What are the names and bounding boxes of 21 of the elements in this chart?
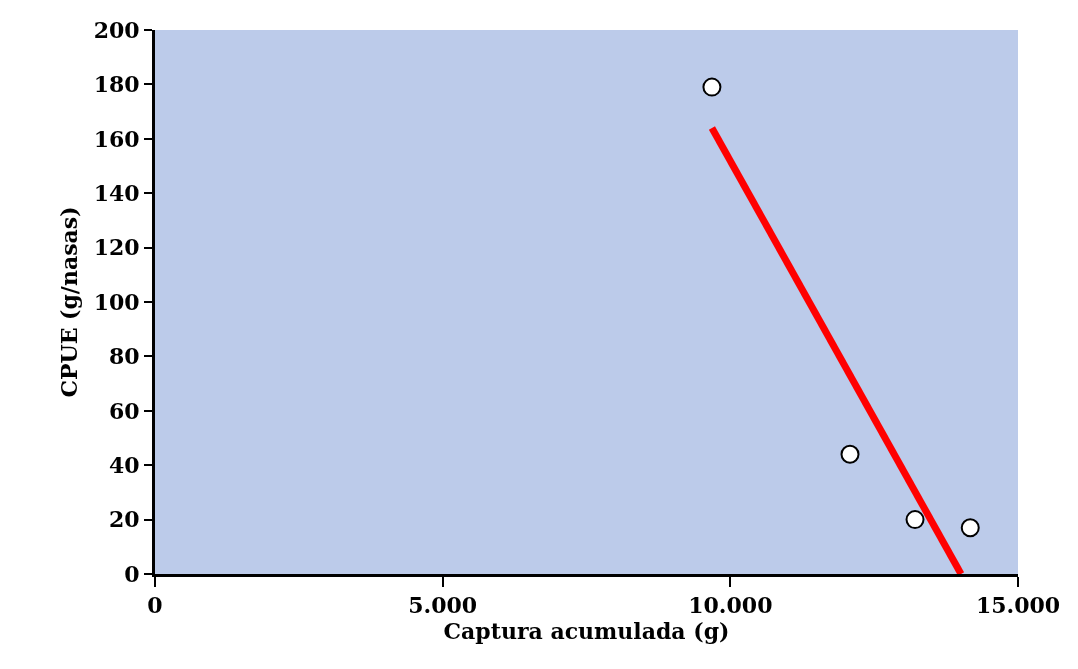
y-tick-label: 100 <box>93 288 140 315</box>
y-tick-label: 120 <box>93 234 140 261</box>
x-tick-label: 5.000 <box>408 592 478 619</box>
point <box>702 77 722 97</box>
y-tick-label: 80 <box>108 343 140 370</box>
y-axis-title: CPUE (g/nasas) <box>56 206 83 398</box>
point <box>905 510 925 530</box>
x-tick-label: 15.000 <box>975 592 1061 619</box>
y-tick-label: 180 <box>93 71 140 98</box>
point <box>840 444 860 464</box>
y-tick-label: 20 <box>108 506 140 533</box>
point <box>960 518 980 538</box>
x-tick-label: 0 <box>147 592 163 619</box>
y-tick-label: 140 <box>93 179 140 206</box>
y-tick-label: 0 <box>124 560 140 587</box>
y-tick-label: 160 <box>93 125 140 152</box>
y-tick-label: 40 <box>108 451 140 478</box>
x-axis-title: Captura acumulada (g) <box>443 618 730 645</box>
y-tick-label: 200 <box>93 16 140 43</box>
y-tick-label: 60 <box>108 397 140 424</box>
x-tick-label: 10.000 <box>688 592 773 619</box>
